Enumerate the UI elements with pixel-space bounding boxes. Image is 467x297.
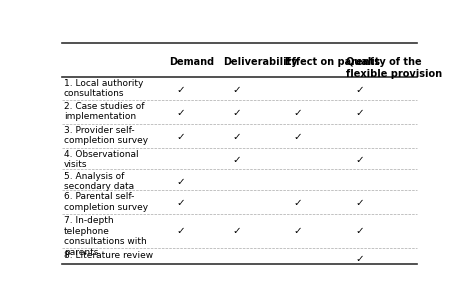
Text: Demand: Demand: [169, 57, 214, 67]
Text: ✓: ✓: [232, 155, 241, 165]
Text: ✓: ✓: [355, 198, 364, 208]
Text: ✓: ✓: [232, 108, 241, 118]
Text: ✓: ✓: [294, 198, 302, 208]
Text: ✓: ✓: [176, 198, 185, 208]
Text: ✓: ✓: [176, 226, 185, 236]
Text: ✓: ✓: [355, 155, 364, 165]
Text: ✓: ✓: [176, 177, 185, 187]
Text: ✓: ✓: [176, 132, 185, 142]
Text: 5. Analysis of
secondary data: 5. Analysis of secondary data: [64, 172, 134, 191]
Text: ✓: ✓: [355, 226, 364, 236]
Text: ✓: ✓: [294, 226, 302, 236]
Text: Quality of the
flexible provision: Quality of the flexible provision: [346, 57, 442, 79]
Text: ✓: ✓: [176, 85, 185, 95]
Text: 1. Local authority
consultations: 1. Local authority consultations: [64, 79, 143, 99]
Text: ✓: ✓: [232, 132, 241, 142]
Text: ✓: ✓: [232, 226, 241, 236]
Text: 7. In-depth
telephone
consultations with
parents: 7. In-depth telephone consultations with…: [64, 216, 147, 257]
Text: ✓: ✓: [355, 254, 364, 264]
Text: ✓: ✓: [355, 85, 364, 95]
Text: 6. Parental self-
completion survey: 6. Parental self- completion survey: [64, 192, 148, 212]
Text: 4. Observational
visits: 4. Observational visits: [64, 150, 138, 169]
Text: ✓: ✓: [176, 108, 185, 118]
Text: ✓: ✓: [294, 108, 302, 118]
Text: 2. Case studies of
implementation: 2. Case studies of implementation: [64, 102, 144, 121]
Text: 3. Provider self-
completion survey: 3. Provider self- completion survey: [64, 126, 148, 145]
Text: Deliverability: Deliverability: [223, 57, 297, 67]
Text: 8. Literature review: 8. Literature review: [64, 251, 153, 260]
Text: ✓: ✓: [232, 85, 241, 95]
Text: ✓: ✓: [294, 132, 302, 142]
Text: Effect on parents: Effect on parents: [284, 57, 380, 67]
Text: ✓: ✓: [355, 108, 364, 118]
